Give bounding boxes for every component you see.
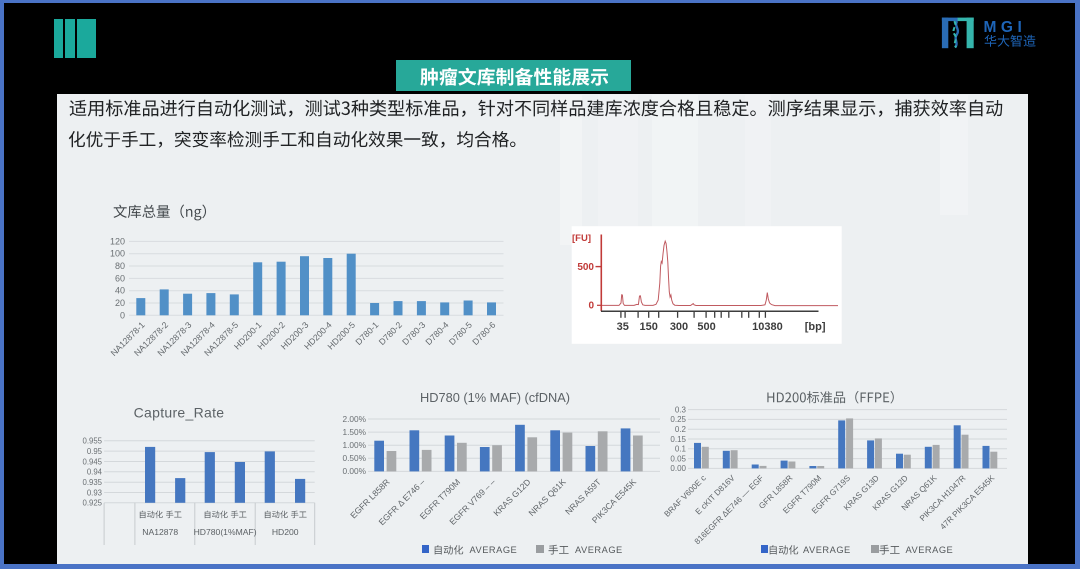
svg-text:0.945: 0.945 <box>82 457 102 466</box>
svg-text:1.50%: 1.50% <box>342 427 366 437</box>
svg-text:D780-1: D780-1 <box>353 320 380 347</box>
svg-text:0.93: 0.93 <box>87 488 102 497</box>
svg-text:35: 35 <box>617 321 629 333</box>
svg-text:0.3: 0.3 <box>675 405 687 414</box>
svg-text:NA12878: NA12878 <box>142 527 178 537</box>
svg-text:150: 150 <box>640 321 658 333</box>
svg-text:20: 20 <box>115 298 125 308</box>
svg-text:HD200: HD200 <box>272 527 299 537</box>
svg-text:D780-2: D780-2 <box>377 320 404 347</box>
svg-text:1.00%: 1.00% <box>342 440 366 450</box>
svg-text:0.00%: 0.00% <box>342 466 366 476</box>
svg-text:100: 100 <box>110 249 125 259</box>
svg-text:0.935: 0.935 <box>82 478 102 487</box>
svg-text:0.955: 0.955 <box>82 437 102 446</box>
svg-text:[bp]: [bp] <box>805 321 826 333</box>
svg-text:Capture_Rate: Capture_Rate <box>134 405 225 421</box>
svg-text:0.1: 0.1 <box>675 445 687 454</box>
svg-text:MGI: MGI <box>984 19 1027 36</box>
svg-text:HD780(1%MAF): HD780(1%MAF) <box>194 527 257 537</box>
svg-text:40: 40 <box>115 286 125 296</box>
svg-text:60: 60 <box>115 273 125 283</box>
svg-text:0.50%: 0.50% <box>342 453 366 463</box>
svg-text:0.94: 0.94 <box>87 468 103 477</box>
svg-text:0: 0 <box>120 310 125 320</box>
svg-text:D780-6: D780-6 <box>470 320 497 347</box>
svg-text:0: 0 <box>588 301 594 312</box>
svg-text:0.25: 0.25 <box>670 415 686 424</box>
svg-text:47R PIK3CA E545K: 47R PIK3CA E545K <box>938 473 996 531</box>
svg-text:0.05: 0.05 <box>670 454 686 463</box>
svg-text:500: 500 <box>697 321 715 333</box>
svg-text:NRAS Q61K: NRAS Q61K <box>527 477 568 518</box>
svg-text:300: 300 <box>670 321 688 333</box>
svg-text:2.00%: 2.00% <box>342 414 366 424</box>
svg-text:0.15: 0.15 <box>670 435 686 444</box>
svg-text:D780-4: D780-4 <box>423 320 450 347</box>
svg-text:[FU]: [FU] <box>572 233 591 244</box>
svg-text:120: 120 <box>110 236 125 246</box>
svg-text:HD780 (1% MAF) (cfDNA): HD780 (1% MAF) (cfDNA) <box>420 390 570 405</box>
svg-text:10380: 10380 <box>752 321 783 333</box>
svg-text:D780-3: D780-3 <box>400 320 427 347</box>
svg-text:500: 500 <box>577 262 594 273</box>
svg-text:0.00: 0.00 <box>670 464 686 473</box>
svg-text:0.925: 0.925 <box>82 499 102 508</box>
svg-text:80: 80 <box>115 261 125 271</box>
svg-text:0.2: 0.2 <box>675 425 687 434</box>
svg-text:0.95: 0.95 <box>87 447 103 456</box>
svg-text:D780-5: D780-5 <box>447 320 474 347</box>
